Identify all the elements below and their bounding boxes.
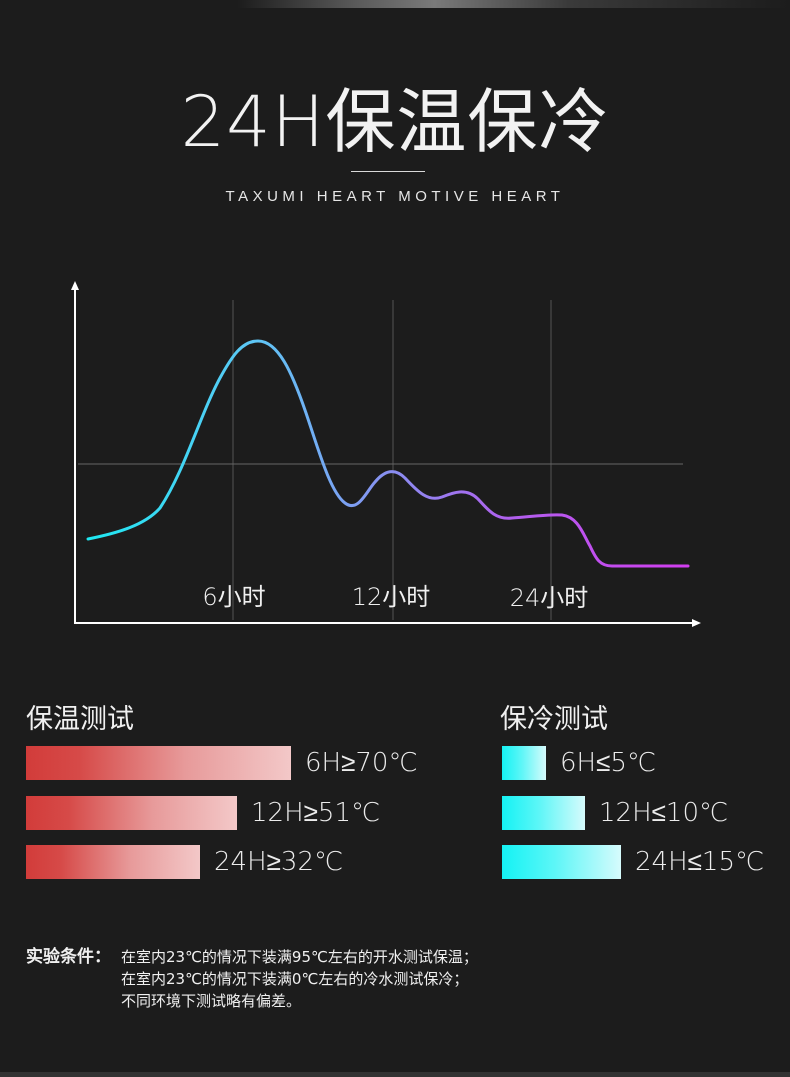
cold-bar-12h [502, 796, 585, 830]
hot-bar-12h [26, 796, 237, 830]
y-axis-arrow [71, 281, 79, 290]
cold-label-12h: 12H≤10℃ [599, 798, 729, 828]
hot-bar-24h [26, 845, 200, 879]
cold-test-title: 保冷测试 [500, 704, 608, 735]
title-divider [351, 171, 425, 172]
x-tick-label: 24小时 [510, 584, 589, 612]
cold-bar-24h [502, 845, 621, 879]
test-conditions-lines: 在室内23℃的情况下装满95℃左右的开水测试保温； 在室内23℃的情况下装满0℃… [121, 946, 781, 1012]
test-condition-line: 不同环境下测试略有偏差。 [121, 992, 302, 1010]
temperature-curve [86, 339, 690, 568]
top-edge-shade [0, 0, 790, 8]
x-axis-arrow [692, 619, 701, 627]
bottom-edge-shade [0, 1072, 790, 1077]
page-title: 24H保温保冷 [180, 81, 610, 163]
test-condition-line: 在室内23℃的情况下装满0℃左右的冷水测试保冷； [121, 970, 469, 988]
page-subtitle: TAXUMI HEART MOTIVE HEART [225, 188, 565, 205]
x-tick-label: 6小时 [202, 583, 265, 611]
hot-label-24h: 24H≥32℃ [214, 847, 344, 877]
hot-bar-6h [26, 746, 291, 780]
hot-test-title: 保温测试 [26, 704, 134, 735]
cold-label-6h: 6H≤5℃ [560, 748, 657, 778]
hot-label-6h: 6H≥70℃ [305, 748, 418, 778]
hot-label-12h: 12H≥51℃ [251, 798, 381, 828]
temperature-curve-chart: 6小时 12小时 24小时 [71, 281, 701, 627]
test-conditions-heading: 实验条件： [26, 947, 111, 967]
cold-bar-6h [502, 746, 546, 780]
cold-label-24h: 24H≤15℃ [635, 847, 765, 877]
x-tick-label: 12小时 [352, 583, 431, 611]
test-condition-line: 在室内23℃的情况下装满95℃左右的开水测试保温； [121, 948, 478, 966]
